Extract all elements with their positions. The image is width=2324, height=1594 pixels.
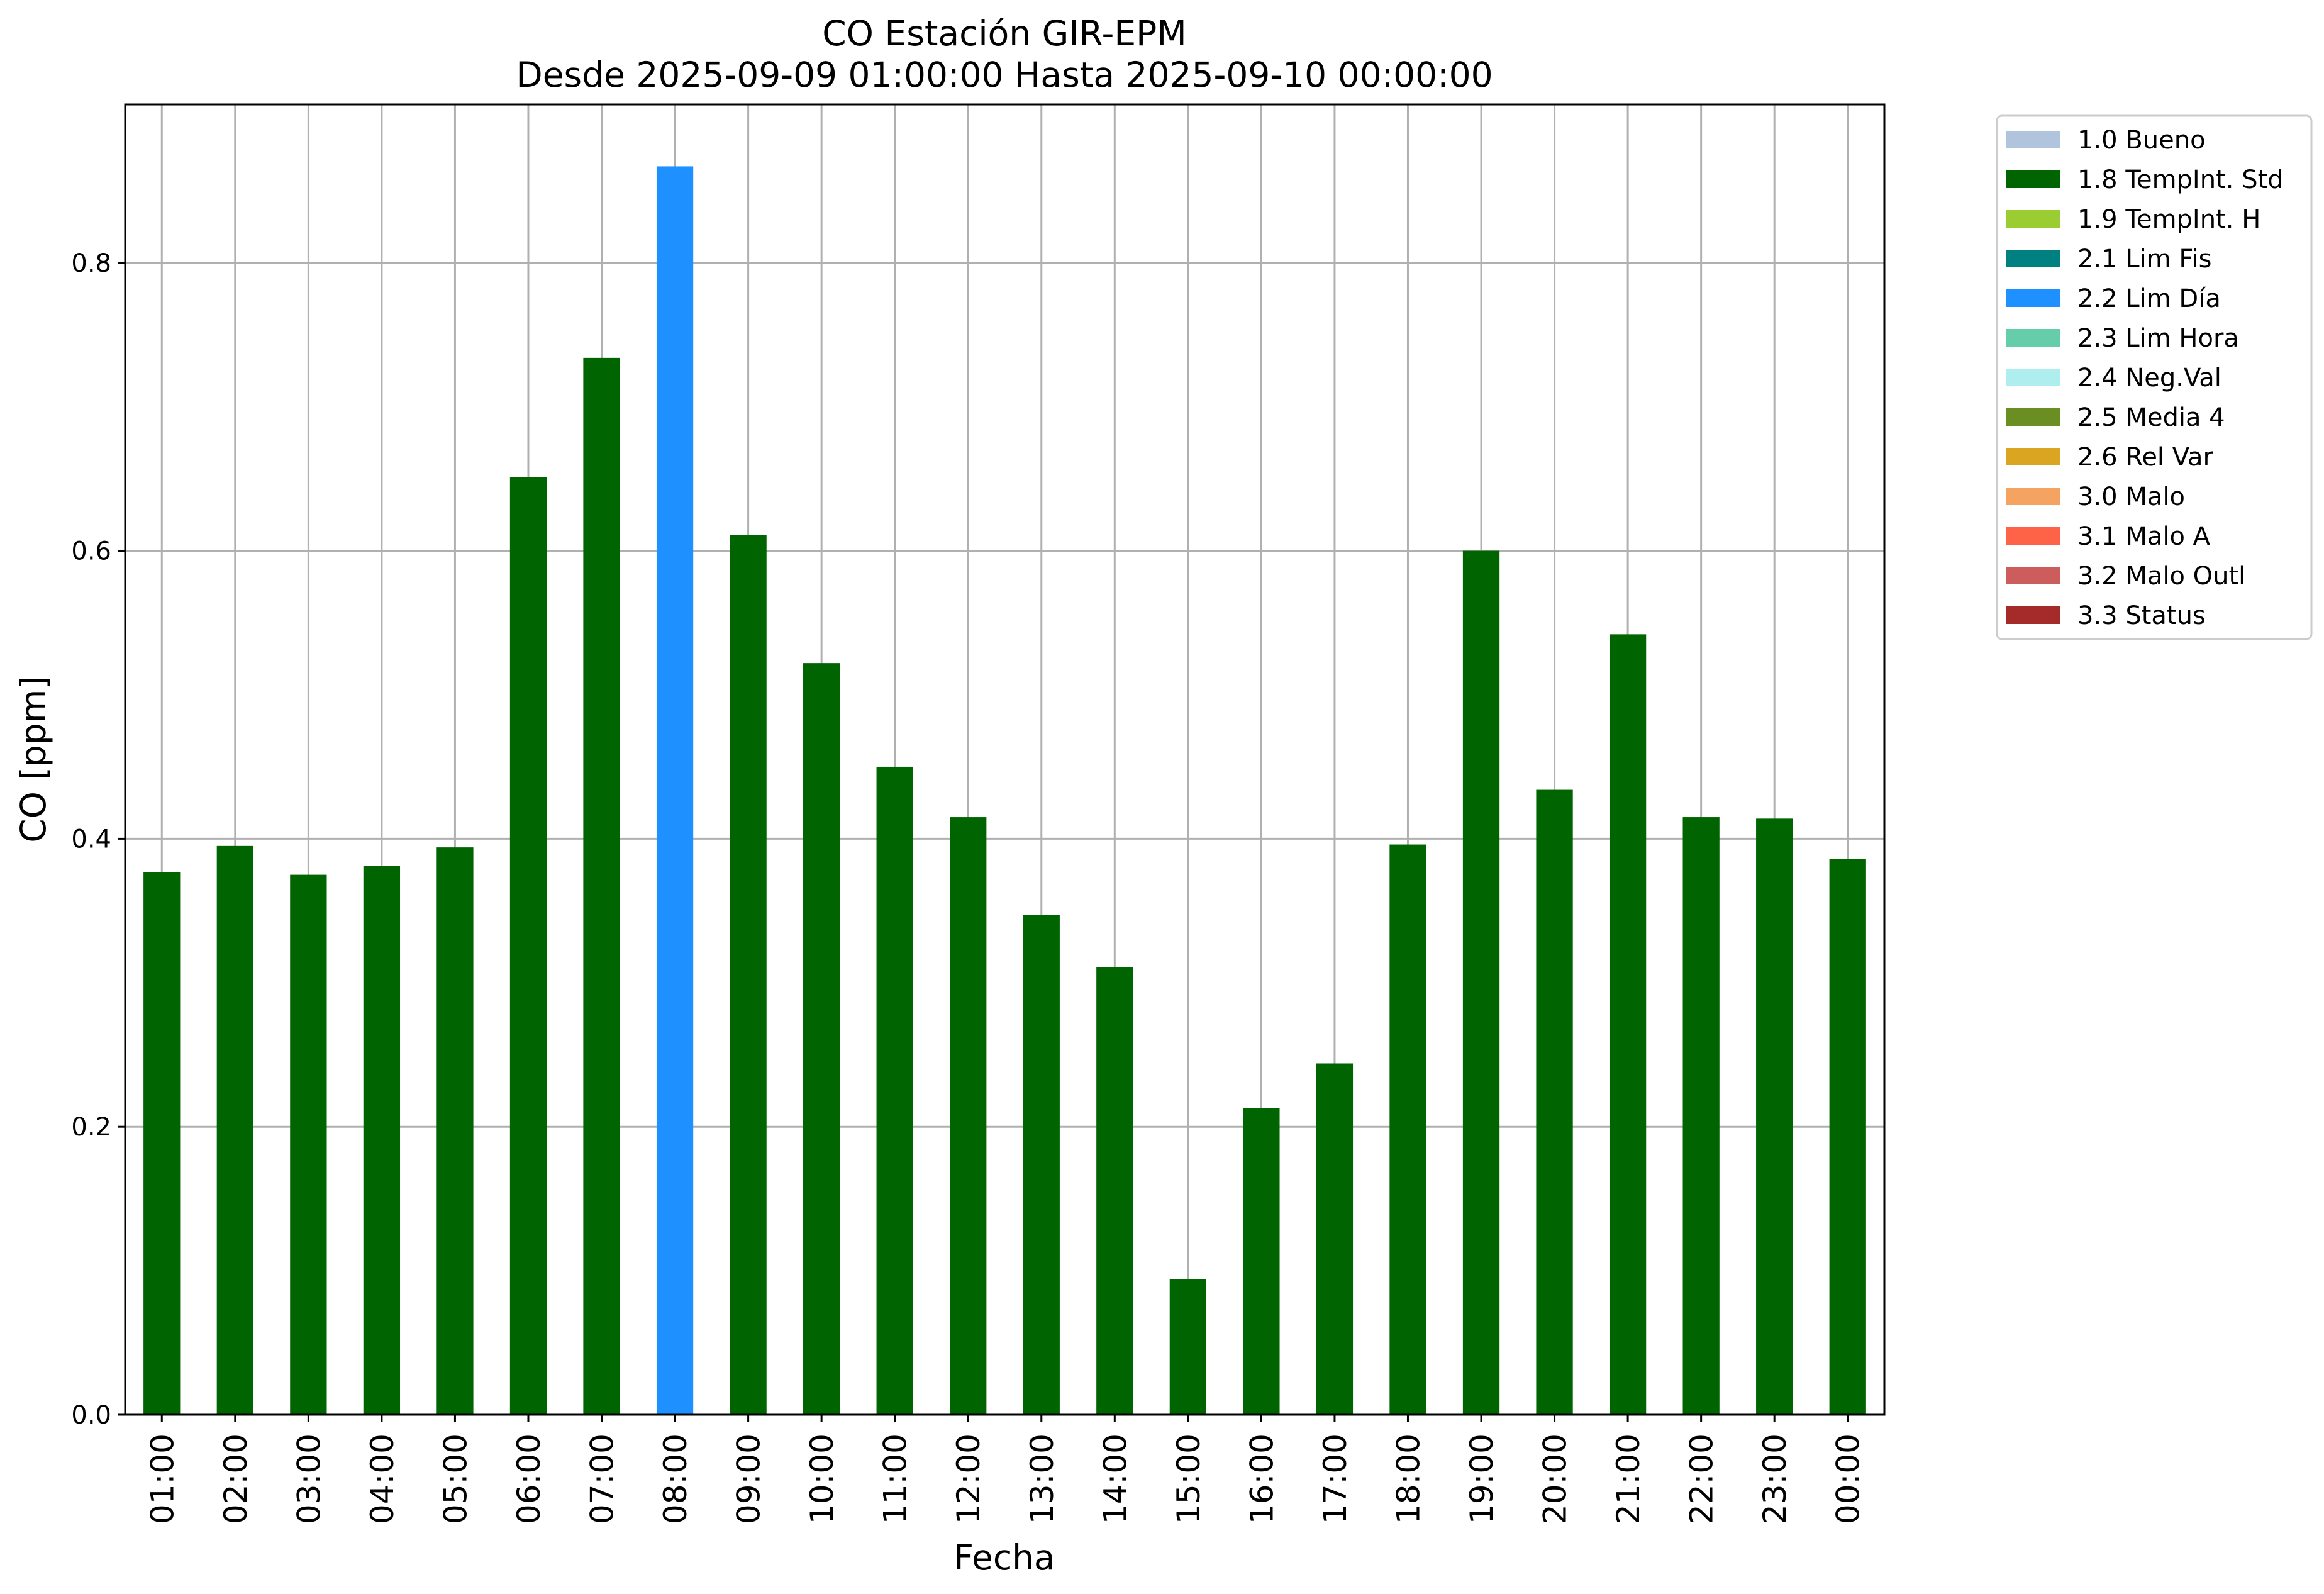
x-tick-label: 11:00 — [877, 1434, 914, 1524]
chart-title: CO Estación GIR-EPM — [822, 13, 1186, 53]
bar — [1756, 818, 1793, 1415]
legend-entry-label: 1.0 Bueno — [2077, 126, 2206, 155]
legend-entry-label: 3.1 Malo A — [2077, 522, 2211, 551]
bar — [1829, 859, 1866, 1415]
legend-swatch — [2006, 408, 2060, 426]
bar — [656, 166, 694, 1415]
y-tick-label: 0.0 — [71, 1401, 111, 1430]
legend-entry-label: 2.3 Lim Hora — [2077, 324, 2239, 353]
bar — [1536, 789, 1573, 1415]
legend-swatch — [2006, 131, 2060, 148]
x-tick-label: 08:00 — [657, 1434, 694, 1524]
bar — [1243, 1108, 1280, 1415]
legend-entry-label: 3.3 Status — [2077, 601, 2206, 630]
x-tick-label: 07:00 — [584, 1434, 621, 1524]
legend-swatch — [2006, 210, 2060, 228]
legend-frame — [1996, 114, 2313, 640]
bar — [1609, 634, 1647, 1415]
bar — [1462, 550, 1500, 1415]
x-axis-label: Fecha — [954, 1537, 1055, 1578]
legend-swatch — [2006, 527, 2060, 545]
plot-frame — [124, 103, 1886, 1416]
y-axis-ticks: 0.0 0.2 0.4 0.6 0.8 — [71, 249, 125, 1430]
y-axis-label: CO [ppm] — [13, 676, 53, 843]
legend-swatch — [2006, 289, 2060, 307]
legend-swatch — [2006, 448, 2060, 465]
x-axis-ticks: 01:00 02:00 03:00 04:00 05:00 06:00 07:00 08:00… — [144, 1415, 1867, 1524]
bar — [876, 766, 913, 1415]
legend-swatch — [2006, 567, 2060, 584]
bar — [436, 847, 474, 1415]
x-tick-label: 01:00 — [144, 1434, 181, 1524]
x-tick-label: 04:00 — [364, 1434, 401, 1524]
bars — [143, 166, 1866, 1415]
legend-entry-label: 1.9 TempInt. H — [2077, 205, 2260, 234]
legend-swatch — [2006, 329, 2060, 347]
bar — [583, 357, 620, 1415]
bar — [290, 874, 327, 1415]
x-tick-label: 10:00 — [804, 1434, 840, 1524]
bar — [950, 817, 987, 1415]
legend-swatch — [2006, 488, 2060, 505]
legend-entry-label: 2.4 Neg.Val — [2077, 364, 2221, 393]
bar — [363, 866, 401, 1415]
x-tick-label: 15:00 — [1170, 1434, 1207, 1524]
bar — [803, 663, 840, 1415]
x-tick-label: 03:00 — [291, 1434, 327, 1524]
bar — [1169, 1279, 1206, 1415]
bar — [1682, 817, 1720, 1415]
x-tick-label: 06:00 — [511, 1434, 547, 1524]
legend-entry-label: 2.2 Lim Día — [2077, 284, 2221, 313]
legend-entry-label: 1.8 TempInt. Std — [2077, 165, 2284, 194]
y-tick-label: 0.8 — [71, 249, 111, 278]
x-tick-label: 22:00 — [1684, 1434, 1720, 1524]
y-tick-label: 0.2 — [71, 1113, 111, 1142]
x-tick-label: 12:00 — [950, 1434, 987, 1524]
bar — [216, 845, 253, 1415]
bar — [1023, 915, 1060, 1415]
bar — [143, 872, 181, 1415]
legend: 1.0 Bueno 1.8 TempInt. Std 1.9 TempInt. H 2… — [1996, 114, 2313, 640]
legend-entry-label: 3.2 Malo Outl — [2077, 562, 2245, 591]
legend-swatch — [2006, 250, 2060, 267]
x-tick-label: 09:00 — [731, 1434, 767, 1524]
x-tick-label: 18:00 — [1390, 1434, 1426, 1524]
bar — [730, 535, 767, 1415]
legend-entry-label: 2.6 Rel Var — [2077, 443, 2214, 472]
x-tick-label: 14:00 — [1097, 1434, 1133, 1524]
chart-subtitle: Desde 2025-09-09 01:00:00 Hasta 2025-09-… — [516, 55, 1493, 95]
x-tick-label: 05:00 — [437, 1434, 474, 1524]
y-tick-label: 0.6 — [71, 537, 111, 566]
legend-entry-label: 2.1 Lim Fis — [2077, 245, 2211, 274]
y-tick-label: 0.4 — [71, 825, 111, 854]
legend-swatch — [2006, 170, 2060, 188]
x-tick-label: 00:00 — [1830, 1434, 1867, 1524]
legend-entry-label: 3.0 Malo — [2077, 482, 2185, 511]
bar — [1389, 844, 1426, 1415]
legend-swatch — [2006, 369, 2060, 386]
bar — [509, 477, 547, 1415]
x-tick-label: 02:00 — [218, 1434, 254, 1524]
x-tick-label: 16:00 — [1243, 1434, 1280, 1524]
x-tick-label: 19:00 — [1464, 1434, 1500, 1524]
x-tick-label: 23:00 — [1757, 1434, 1793, 1524]
x-tick-label: 20:00 — [1537, 1434, 1574, 1524]
x-tick-label: 13:00 — [1024, 1434, 1060, 1524]
bar — [1096, 967, 1133, 1415]
legend-entry-label: 2.5 Media 4 — [2077, 403, 2225, 432]
legend-swatch — [2006, 606, 2060, 624]
x-tick-label: 21:00 — [1610, 1434, 1647, 1524]
x-tick-label: 17:00 — [1317, 1434, 1354, 1524]
bar — [1316, 1063, 1354, 1415]
